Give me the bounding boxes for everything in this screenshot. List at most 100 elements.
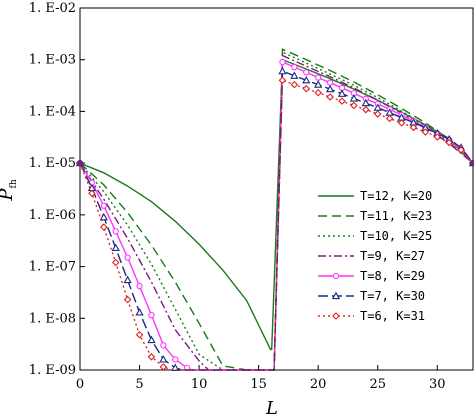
- series-point: [148, 311, 155, 319]
- legend-label: T=10, K=25: [360, 229, 432, 243]
- x-tick-label: 25: [369, 377, 386, 392]
- series-point: [457, 146, 465, 154]
- series-point: [124, 254, 131, 261]
- series-line: [79, 51, 474, 371]
- y-tick-label: 1. E-08: [29, 311, 76, 326]
- legend-label: T=7, K=30: [360, 289, 425, 303]
- series-line: [79, 70, 474, 371]
- y-axis-label-main: P: [0, 188, 17, 202]
- series-point: [123, 295, 132, 304]
- series-point: [302, 84, 311, 93]
- x-axis-label: L: [265, 398, 278, 419]
- series-point: [278, 66, 287, 75]
- series-layer: [75, 48, 474, 372]
- legend-entry: T=12, K=20: [318, 189, 432, 203]
- y-tick-label: 1. E-06: [29, 208, 76, 223]
- series-point: [171, 363, 180, 371]
- series-point: [433, 133, 442, 141]
- series-7: [76, 76, 474, 371]
- series-point: [100, 202, 107, 209]
- series-point: [99, 212, 108, 221]
- legend-label: T=8, K=29: [360, 269, 425, 283]
- legend-entry: T=9, K=27: [318, 249, 425, 263]
- plot-frame: [79, 7, 474, 371]
- series-point: [409, 123, 418, 132]
- y-axis-label: Pfh: [0, 179, 19, 201]
- series-point: [337, 89, 347, 97]
- x-axis-ticks: 0 5 10 15 20 25 30: [76, 365, 446, 392]
- convergence-point-end: [468, 158, 474, 168]
- series-point: [159, 355, 168, 363]
- y-axis-ticks: 1. E-09 1. E-08 1. E-07 1. E-06 1. E-05 1. E-…: [29, 1, 85, 378]
- x-tick-label: 30: [429, 377, 446, 392]
- svg-text:Pfh: Pfh: [0, 179, 19, 201]
- series-line: [79, 48, 474, 371]
- legend: T=12, K=20 T=11, K=23 T=10, K=25 T=9, K=27 T…: [318, 189, 432, 323]
- series-point: [160, 342, 167, 349]
- series-3: [79, 51, 474, 371]
- series-4: [79, 54, 474, 371]
- series-point: [315, 74, 322, 81]
- series-point: [338, 97, 346, 105]
- series-point: [123, 275, 132, 284]
- series-point: [421, 128, 430, 136]
- series-point: [147, 353, 156, 361]
- series-point: [88, 189, 96, 198]
- series-point: [111, 243, 120, 251]
- legend-marker: [332, 312, 340, 320]
- legend-entry: T=7, K=30: [318, 289, 425, 303]
- series-point: [314, 80, 323, 88]
- series-point: [172, 356, 179, 363]
- legend-entry: T=10, K=25: [318, 229, 432, 243]
- series-point: [303, 69, 310, 76]
- series-point: [373, 110, 382, 118]
- x-tick-label: 10: [191, 377, 208, 392]
- series-line: [79, 54, 474, 371]
- series-point: [397, 119, 406, 127]
- series-point: [325, 84, 335, 93]
- series-point: [112, 228, 119, 235]
- legend-entry: T=11, K=23: [318, 209, 432, 223]
- series-point: [290, 71, 299, 79]
- x-tick-label: 15: [250, 377, 267, 392]
- series-point: [362, 105, 370, 114]
- y-tick-label: 1. E-05: [29, 156, 76, 171]
- legend-entry: T=8, K=29: [318, 269, 425, 283]
- series-point: [159, 363, 168, 371]
- series-point: [135, 330, 144, 339]
- x-tick-label: 20: [310, 377, 327, 392]
- series-2: [79, 48, 474, 371]
- legend-label: T=9, K=27: [360, 249, 425, 263]
- series-point: [290, 80, 299, 89]
- y-axis-label-subscript: fh: [9, 179, 19, 188]
- series-point: [349, 94, 359, 102]
- y-tick-label: 1. E-07: [29, 260, 76, 275]
- y-tick-label: 1. E-02: [29, 1, 76, 16]
- series-point: [135, 308, 144, 316]
- series-point: [326, 93, 334, 101]
- legend-marker: [332, 272, 340, 280]
- series-point: [111, 258, 120, 267]
- series-point: [278, 76, 287, 85]
- series-point: [291, 63, 298, 71]
- y-tick-label: 1. E-03: [29, 53, 76, 68]
- legend-marker: [331, 291, 341, 300]
- y-tick-label: 1. E-09: [29, 363, 76, 378]
- series-point: [147, 335, 156, 344]
- series-point: [314, 88, 322, 97]
- series-point: [279, 58, 286, 66]
- series-point: [302, 75, 311, 84]
- x-tick-label: 0: [76, 377, 84, 392]
- legend-label: T=12, K=20: [360, 189, 432, 203]
- legend-entry: T=6, K=31: [318, 309, 425, 323]
- x-tick-label: 5: [135, 377, 143, 392]
- legend-label: T=11, K=23: [360, 209, 432, 223]
- y-tick-label: 1. E-04: [29, 104, 76, 119]
- series-point: [136, 282, 143, 290]
- series-point: [385, 114, 394, 123]
- series-point: [350, 101, 358, 110]
- series-point: [445, 138, 453, 147]
- convergence-point-start: [75, 158, 85, 168]
- series-point: [326, 79, 334, 86]
